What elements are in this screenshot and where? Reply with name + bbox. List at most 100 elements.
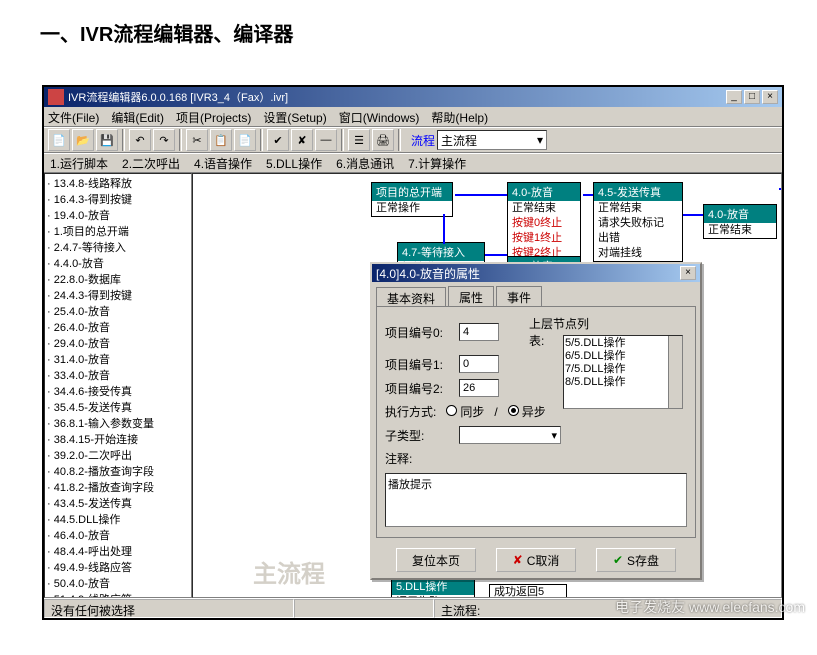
proj0-input[interactable]: 4 — [459, 323, 499, 341]
flow-select[interactable]: 主流程 ▾ — [437, 130, 547, 150]
tree-item[interactable]: · 22.8.0-数据库 — [47, 272, 189, 288]
flow-node[interactable]: 项目的总开端正常操作 — [371, 182, 453, 217]
minimize-button[interactable]: _ — [726, 90, 742, 104]
cat-dll[interactable]: 5.DLL操作 — [266, 155, 322, 172]
tree-item[interactable]: · 43.4.5-发送传真 — [47, 496, 189, 512]
toolbar-button[interactable]: ✂ — [186, 129, 208, 151]
tree-item[interactable]: · 31.4.0-放音 — [47, 352, 189, 368]
dialog-close-button[interactable]: × — [680, 266, 696, 280]
tree-item[interactable]: · 51.4.9-线路应答 — [47, 592, 189, 598]
toolbar-button[interactable]: ↶ — [129, 129, 151, 151]
tree-item[interactable]: · 44.5.DLL操作 — [47, 512, 189, 528]
radio-async[interactable]: 异步 — [508, 403, 546, 420]
flow-node[interactable]: 4.5-发送传真正常结束请求失败标记出错对端挂线 — [593, 182, 683, 262]
tree-item[interactable]: · 4.4.0-放音 — [47, 256, 189, 272]
tree-item[interactable]: · 50.4.0-放音 — [47, 576, 189, 592]
cat-2nd-call[interactable]: 2.二次呼出 — [122, 155, 180, 172]
tree-item[interactable]: · 49.4.9-线路应答 — [47, 560, 189, 576]
tree-item[interactable]: · 48.4.4-呼出处理 — [47, 544, 189, 560]
tree-item[interactable]: · 40.8.2-播放查询字段 — [47, 464, 189, 480]
app-icon — [48, 89, 64, 105]
tab-event[interactable]: 事件 — [496, 286, 542, 306]
tree-item[interactable]: · 24.4.3-得到按键 — [47, 288, 189, 304]
tree-item[interactable]: · 36.8.1-输入参数变量 — [47, 416, 189, 432]
proj1-input[interactable]: 0 — [459, 355, 499, 373]
window-title: IVR流程编辑器6.0.0.168 [IVR3_4（Fax）.ivr] — [68, 89, 726, 105]
menu-help[interactable]: 帮助(Help) — [431, 109, 488, 124]
toolbar-button[interactable]: ✘ — [291, 129, 313, 151]
cat-script[interactable]: 1.运行脚本 — [50, 155, 108, 172]
radio-sync[interactable]: 同步 — [446, 403, 484, 420]
tree-item[interactable]: · 19.4.0-放音 — [47, 208, 189, 224]
tree-item[interactable]: · 41.8.2-播放查询字段 — [47, 480, 189, 496]
maximize-button[interactable]: □ — [744, 90, 760, 104]
dialog-tabs: 基本资料 属性 事件 — [376, 286, 696, 306]
project-tree[interactable]: · 13.4.8-线路释放· 16.4.3-得到按键· 19.4.0-放音· 1… — [44, 173, 192, 598]
parent-node-listbox[interactable]: 5/5.DLL操作6/5.DLL操作7/5.DLL操作8/5.DLL操作 — [563, 335, 683, 409]
close-button[interactable]: × — [762, 90, 778, 104]
tab-basic[interactable]: 基本资料 — [376, 287, 446, 307]
reset-button[interactable]: 复位本页 — [396, 548, 476, 572]
tree-item[interactable]: · 1.项目的总开端 — [47, 224, 189, 240]
list-item[interactable]: 5/5.DLL操作 — [565, 337, 681, 350]
tree-item[interactable]: · 38.4.15-开始连接 — [47, 432, 189, 448]
tree-item[interactable]: · 2.4.7-等待接入 — [47, 240, 189, 256]
subtype-label: 子类型: — [385, 427, 455, 444]
cancel-button[interactable]: ✘C取消 — [496, 548, 576, 572]
connector — [583, 194, 593, 196]
category-toolbar: 1.运行脚本 2.二次呼出 4.语音操作 5.DLL操作 6.消息通讯 7.计算… — [44, 153, 782, 173]
flow-node[interactable]: 4.0-放音正常结束按键0终止按键1终止按键2终止 — [507, 182, 581, 262]
proj2-input[interactable]: 26 — [459, 379, 499, 397]
toolbar-button[interactable]: — — [315, 129, 337, 151]
flow-node[interactable]: 4.0-放音正常结束 — [703, 204, 777, 239]
cat-calc[interactable]: 7.计算操作 — [408, 155, 466, 172]
tree-item[interactable]: · 25.4.0-放音 — [47, 304, 189, 320]
connector — [443, 242, 445, 244]
toolbar-button[interactable]: 📂 — [72, 129, 94, 151]
list-item[interactable]: 8/5.DLL操作 — [565, 376, 681, 389]
toolbar-button[interactable]: 🖨 — [372, 129, 394, 151]
properties-dialog: [4.0]4.0-放音的属性 × 基本资料 属性 事件 项目编号0: 4 上层节… — [370, 262, 702, 580]
menu-file[interactable]: 文件(File) — [48, 109, 99, 124]
tree-item[interactable]: · 39.2.0-二次呼出 — [47, 448, 189, 464]
menu-edit[interactable]: 编辑(Edit) — [111, 109, 164, 124]
status-selection: 没有任何被选择 — [44, 599, 294, 618]
toolbar-button[interactable]: 💾 — [96, 129, 118, 151]
toolbar-button[interactable]: ✔ — [267, 129, 289, 151]
toolbar-button[interactable]: ↷ — [153, 129, 175, 151]
menu-setup[interactable]: 设置(Setup) — [263, 109, 326, 124]
document-heading: 一、IVR流程编辑器、编译器 — [0, 0, 817, 47]
list-item[interactable]: 6/5.DLL操作 — [565, 350, 681, 363]
toolbar-separator — [122, 129, 125, 151]
cat-voice[interactable]: 4.语音操作 — [194, 155, 252, 172]
toolbar-button[interactable]: 📄 — [234, 129, 256, 151]
tree-item[interactable]: · 33.4.0-放音 — [47, 368, 189, 384]
connector — [683, 214, 703, 216]
toolbar-button[interactable]: 📄 — [48, 129, 70, 151]
menu-projects[interactable]: 项目(Projects) — [176, 109, 251, 124]
listbox-scrollbar[interactable] — [668, 336, 682, 408]
tree-item[interactable]: · 16.4.3-得到按键 — [47, 192, 189, 208]
toolbar-button[interactable]: ☰ — [348, 129, 370, 151]
cat-msg[interactable]: 6.消息通讯 — [336, 155, 394, 172]
flow-node[interactable]: 成功返回5成功返回6成功返回7 — [489, 584, 567, 598]
tree-item[interactable]: · 13.4.8-线路释放 — [47, 176, 189, 192]
tree-item[interactable]: · 46.4.0-放音 — [47, 528, 189, 544]
list-item[interactable]: 7/5.DLL操作 — [565, 363, 681, 376]
tree-item[interactable]: · 29.4.0-放音 — [47, 336, 189, 352]
menu-windows[interactable]: 窗口(Windows) — [339, 109, 420, 124]
tree-item[interactable]: · 34.4.6-接受传真 — [47, 384, 189, 400]
comment-textarea[interactable]: 播放提示 — [385, 473, 687, 527]
tab-attr[interactable]: 属性 — [448, 286, 494, 306]
comment-label: 注释: — [385, 450, 455, 467]
titlebar: IVR流程编辑器6.0.0.168 [IVR3_4（Fax）.ivr] _ □ … — [44, 87, 782, 107]
proj2-label: 项目编号2: — [385, 380, 455, 397]
save-button[interactable]: ✔S存盘 — [596, 548, 676, 572]
toolbar-button[interactable]: 📋 — [210, 129, 232, 151]
proj1-label: 项目编号1: — [385, 356, 455, 373]
proj0-label: 项目编号0: — [385, 324, 455, 341]
tree-item[interactable]: · 35.4.5-发送传真 — [47, 400, 189, 416]
tree-item[interactable]: · 26.4.0-放音 — [47, 320, 189, 336]
subtype-select[interactable]: ▾ — [459, 426, 561, 444]
exec-label: 执行方式: — [385, 403, 436, 420]
